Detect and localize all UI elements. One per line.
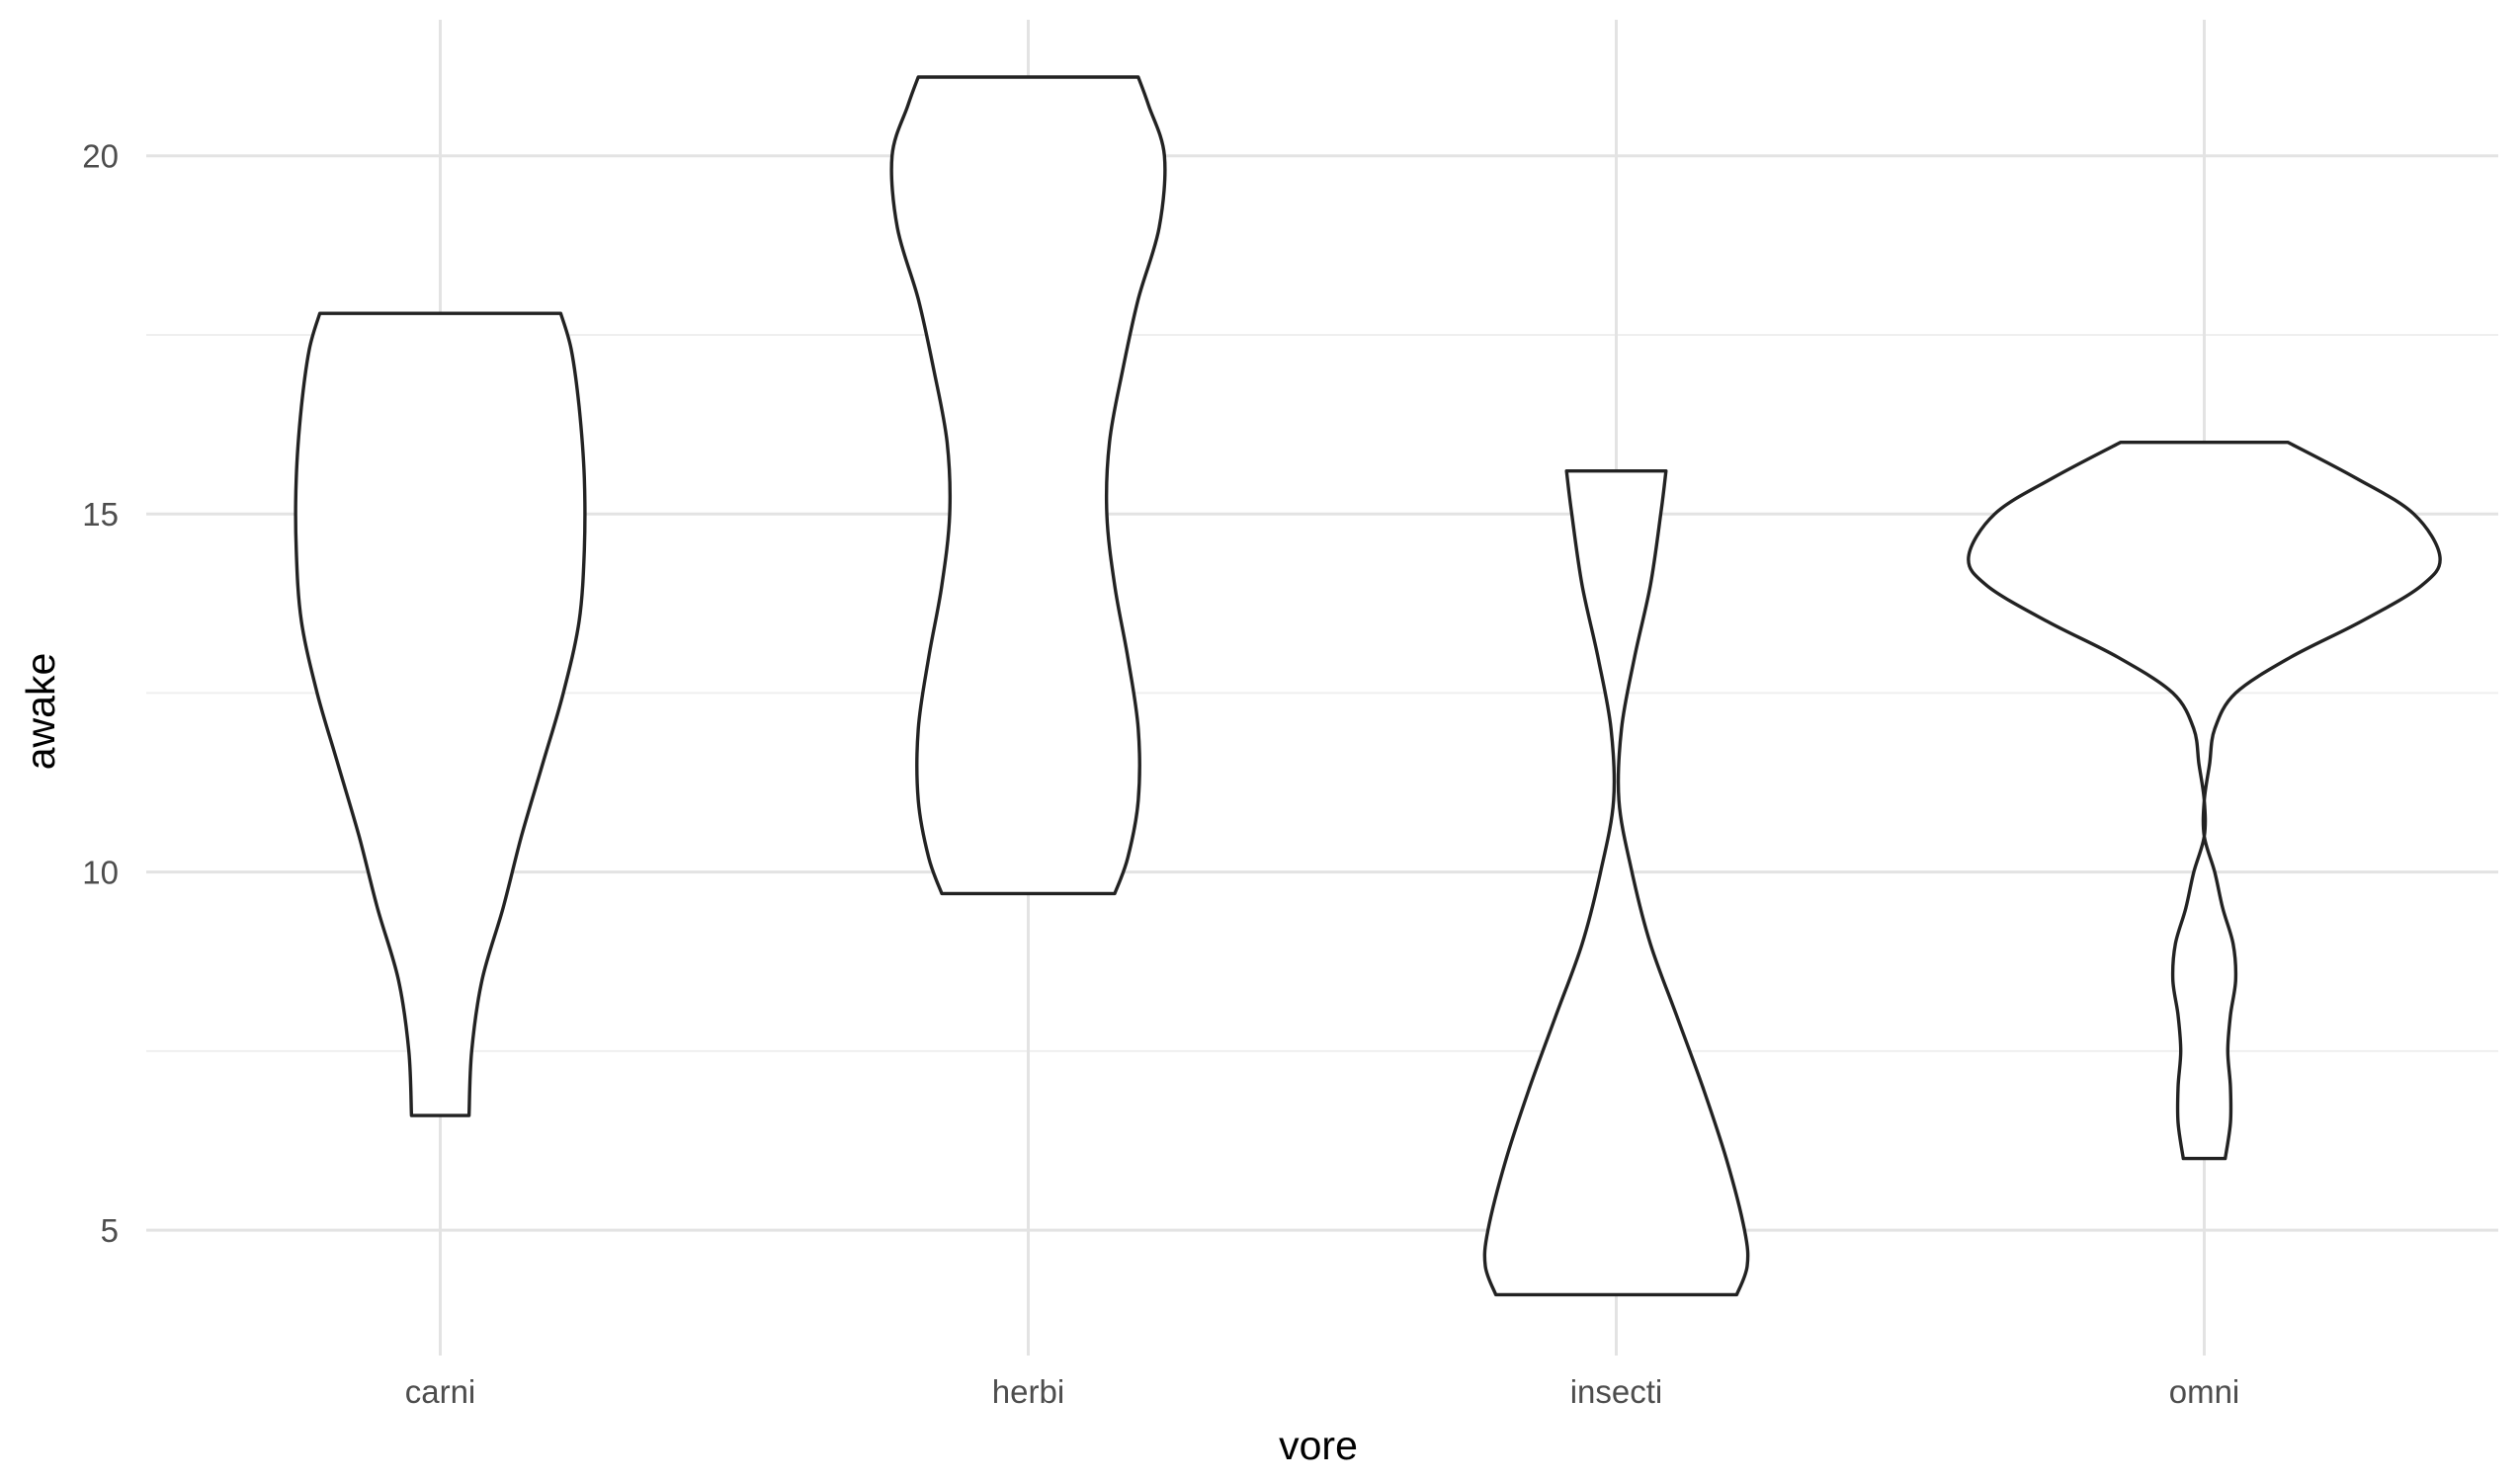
x-tick-label: omni bbox=[2169, 1373, 2240, 1410]
x-tick-label: herbi bbox=[992, 1373, 1064, 1410]
x-axis-title: vore bbox=[1279, 1423, 1358, 1468]
y-tick-label: 10 bbox=[82, 855, 119, 891]
y-tick-label: 20 bbox=[82, 138, 119, 175]
violin-herbi bbox=[889, 75, 1167, 896]
y-tick-labels: 5 10 15 20 bbox=[82, 138, 119, 1249]
x-tick-label: insecti bbox=[1570, 1373, 1663, 1410]
violin-insecti bbox=[1482, 469, 1750, 1297]
y-axis-title: awake bbox=[18, 653, 63, 771]
violins bbox=[294, 75, 2442, 1297]
y-tick-label: 5 bbox=[101, 1212, 119, 1249]
violin-omni bbox=[1967, 441, 2442, 1161]
x-tick-label: carni bbox=[405, 1373, 476, 1410]
y-tick-label: 15 bbox=[82, 496, 119, 533]
x-tick-labels: carni herbi insecti omni bbox=[405, 1373, 2240, 1410]
violin-carni bbox=[294, 311, 587, 1117]
